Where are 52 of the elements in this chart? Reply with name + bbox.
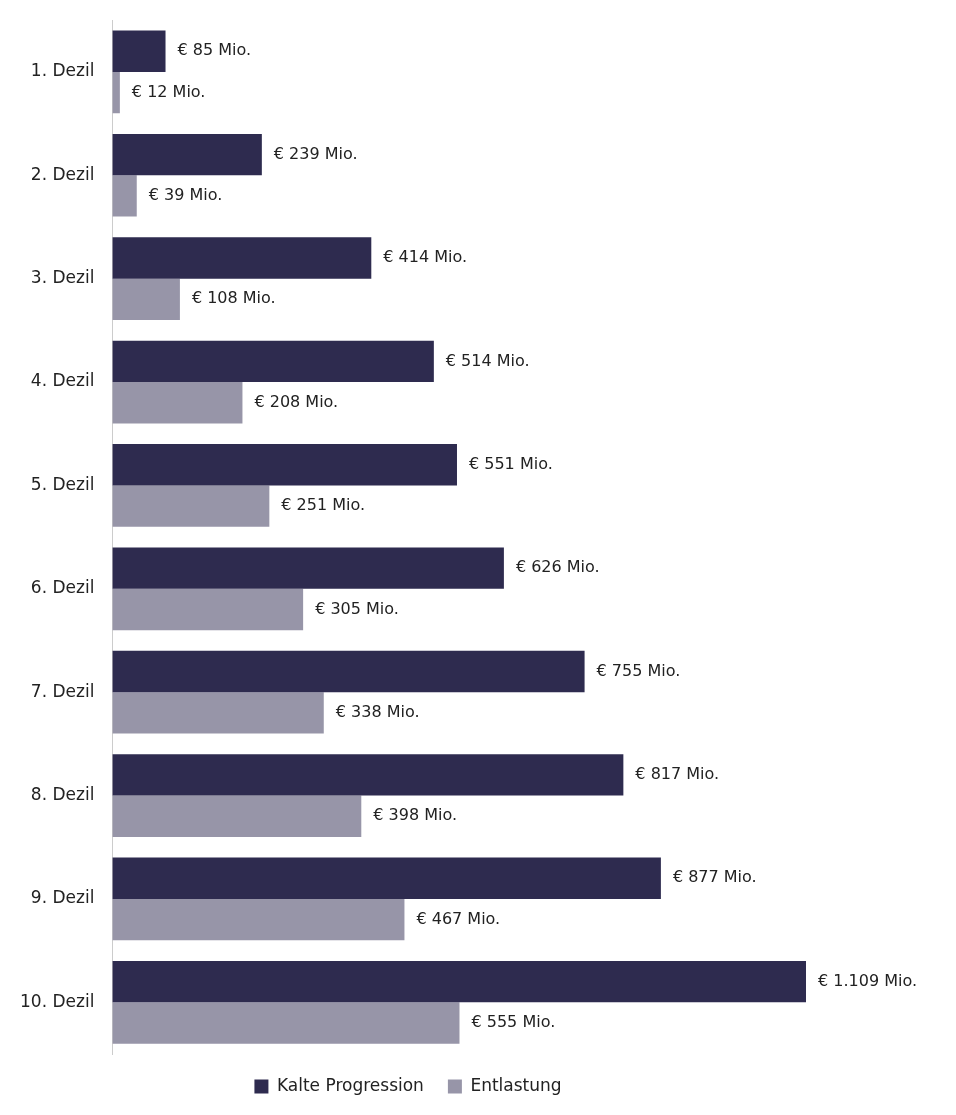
bar	[112, 898, 405, 941]
bar	[112, 857, 661, 899]
bar	[112, 340, 434, 383]
data-label: € 1.109 Mio.	[818, 970, 917, 990]
bar	[112, 444, 457, 486]
data-label: € 555 Mio.	[471, 1012, 556, 1032]
y-tick-label: 5. Dezil	[30, 473, 95, 494]
y-tick-label: 3. Dezil	[30, 267, 95, 288]
bar	[112, 133, 262, 176]
data-label: € 755 Mio.	[596, 660, 681, 680]
data-label: € 817 Mio.	[635, 764, 720, 784]
bar	[112, 278, 180, 320]
data-label: € 239 Mio.	[273, 143, 358, 163]
y-tick-label: 1. Dezil	[30, 60, 95, 81]
data-label: € 251 Mio.	[281, 495, 366, 515]
legend-label: Entlastung	[470, 1074, 562, 1095]
data-label: € 467 Mio.	[416, 908, 501, 928]
bar	[112, 71, 120, 114]
y-tick-label: 7. Dezil	[30, 680, 95, 701]
bar	[112, 1002, 460, 1044]
data-label: € 305 Mio.	[315, 598, 399, 618]
data-label: € 12 Mio.	[131, 81, 206, 101]
data-label: € 208 Mio.	[254, 391, 339, 411]
data-label: € 514 Mio.	[445, 350, 530, 370]
data-label: € 626 Mio.	[515, 557, 600, 577]
bar	[112, 237, 372, 279]
bar	[112, 588, 304, 631]
bar	[112, 960, 806, 1003]
bar	[112, 485, 270, 527]
data-label: € 338 Mio.	[335, 702, 420, 721]
y-tick-label: 6. Dezil	[30, 577, 95, 598]
data-label: € 39 Mio.	[148, 185, 223, 205]
data-label: € 108 Mio.	[191, 288, 276, 308]
bar	[112, 692, 324, 734]
y-tick-label: 4. Dezil	[30, 370, 95, 391]
data-label: € 551 Mio.	[468, 453, 553, 473]
bar	[112, 795, 362, 837]
y-tick-label: 10. Dezil	[20, 990, 95, 1011]
data-label: € 85 Mio.	[177, 40, 252, 60]
bar	[112, 547, 504, 589]
legend-label: Kalte Progression	[276, 1074, 424, 1095]
bar	[112, 382, 243, 424]
data-label: € 398 Mio.	[373, 805, 458, 825]
bar	[112, 30, 166, 72]
bar	[112, 754, 624, 796]
y-tick-label: 9. Dezil	[30, 887, 95, 908]
data-label: € 414 Mio.	[383, 247, 468, 267]
data-label: € 877 Mio.	[672, 867, 757, 887]
bar	[112, 650, 585, 693]
bar	[112, 175, 137, 217]
y-tick-label: 8. Dezil	[30, 783, 95, 804]
y-tick-label: 2. Dezil	[30, 163, 95, 184]
